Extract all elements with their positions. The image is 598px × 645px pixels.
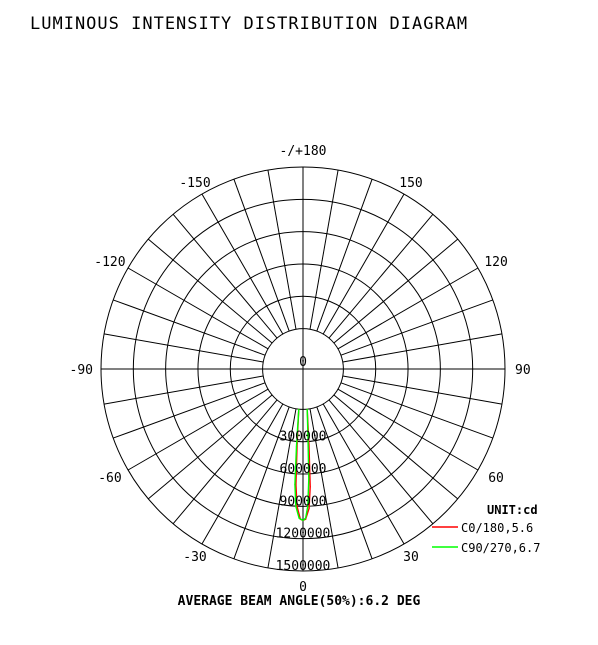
radial-label: 1500000	[276, 559, 331, 574]
grid-spoke	[316, 179, 373, 332]
grid-spoke	[113, 299, 266, 356]
grid-spoke	[127, 388, 269, 471]
series-curves	[294, 408, 311, 522]
grid-spoke	[201, 403, 284, 545]
grid-spoke	[127, 267, 269, 350]
grid-spoke	[322, 403, 405, 545]
angle-label: 120	[484, 255, 507, 270]
angle-label: -120	[94, 255, 125, 270]
grid-spoke	[172, 399, 278, 525]
axis-labels: -/+180 150 120 90 60 30 0 -30 -60 -90 -120 -150 0 300…	[70, 144, 531, 595]
grid-spoke	[340, 299, 493, 356]
legend: UNIT:cd C0/180,5.6 C90/270,6.7	[432, 503, 540, 555]
data-point	[298, 408, 300, 410]
grid-spoke	[337, 267, 479, 350]
grid-spoke	[342, 375, 503, 405]
angle-label: -90	[70, 363, 93, 378]
data-point	[306, 408, 308, 410]
grid-spoke	[340, 382, 493, 439]
legend-label: C90/270,6.7	[461, 541, 540, 555]
data-point	[298, 517, 300, 519]
radial-label: 1200000	[276, 527, 331, 542]
grid-spoke	[233, 406, 290, 559]
radial-label: 300000	[280, 430, 327, 445]
legend-label: C0/180,5.6	[461, 521, 533, 535]
radial-label: 600000	[280, 462, 327, 477]
data-point	[308, 507, 310, 509]
grid-spoke	[233, 179, 290, 332]
angle-label: -60	[98, 471, 121, 486]
chart-title: LUMINOUS INTENSITY DISTRIBUTION DIAGRAM	[30, 14, 469, 34]
angle-label: -/+180	[280, 144, 327, 159]
grid-spoke	[172, 213, 278, 339]
grid-spoke	[333, 238, 459, 344]
data-point	[295, 505, 297, 507]
data-point	[308, 478, 310, 480]
data-point	[307, 440, 309, 443]
polar-grid	[100, 166, 506, 572]
grid-spoke	[267, 408, 297, 569]
grid-spoke	[201, 193, 284, 335]
angle-label: 150	[399, 176, 422, 191]
grid-spoke	[113, 382, 266, 439]
grid-spoke	[309, 408, 339, 569]
angle-label: 60	[488, 471, 504, 486]
grid-spoke	[322, 193, 405, 335]
data-point	[296, 505, 298, 507]
data-point	[307, 505, 309, 507]
grid-spoke	[309, 169, 339, 330]
angle-label: -30	[183, 550, 206, 565]
data-point	[295, 446, 298, 448]
grid-spoke	[328, 213, 434, 339]
data-point	[294, 483, 296, 486]
angle-label: 90	[515, 363, 531, 378]
beam-angle-note: AVERAGE BEAM ANGLE(50%):6.2 DEG	[177, 594, 421, 609]
unit-label: UNIT:cd	[487, 503, 538, 517]
angle-label: 30	[403, 550, 419, 565]
grid-spoke	[103, 333, 264, 363]
radial-label: 0	[299, 355, 307, 370]
grid-spoke	[103, 375, 264, 405]
data-point	[305, 517, 307, 519]
grid-spoke	[337, 388, 479, 471]
angle-label: 0	[299, 580, 307, 595]
grid-spoke	[333, 394, 459, 500]
radial-label: 900000	[280, 494, 327, 509]
grid-spoke	[328, 399, 434, 525]
angle-label: -150	[179, 176, 210, 191]
grid-spoke	[342, 333, 503, 363]
data-point	[309, 486, 311, 488]
grid-spoke	[147, 394, 273, 500]
grid-spoke	[147, 238, 273, 344]
data-point	[302, 519, 304, 521]
grid-spoke	[316, 406, 373, 559]
grid-spoke	[267, 169, 297, 330]
